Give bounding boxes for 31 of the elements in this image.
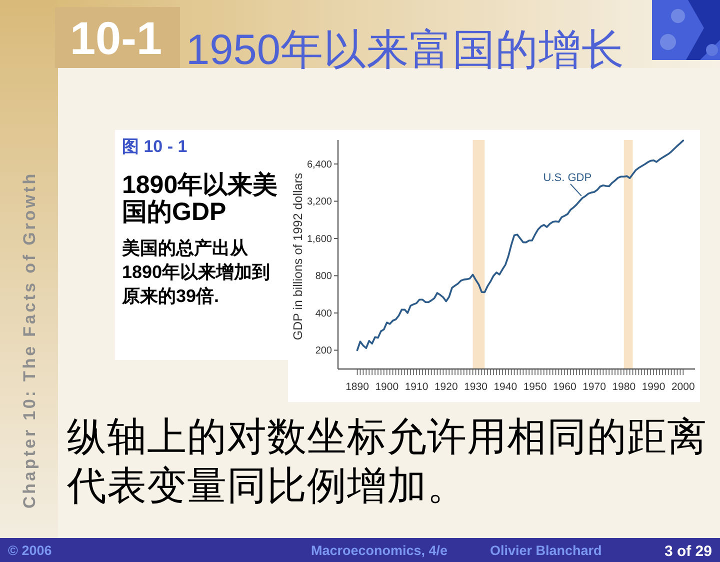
figure-label: 图 10 - 1 <box>122 137 188 157</box>
slide-text: 纵轴上的对数坐标允许用相同的距离代表变量同比例增加。 <box>67 414 708 510</box>
x-tick-label: 1970 <box>582 381 606 393</box>
x-tick-label: 1980 <box>612 381 636 393</box>
chart-subtitle: 美国的总产出从1890年以来增加到原来的39倍. <box>122 237 272 308</box>
y-tick-label: 400 <box>315 308 332 320</box>
footer-text: © 2006 <box>8 543 52 558</box>
y-tick-label: 6,400 <box>306 159 332 170</box>
y-tick-label: 200 <box>315 346 332 357</box>
y-tick-label: 1,600 <box>306 234 332 245</box>
x-tick-label: 1900 <box>375 381 399 393</box>
slide-title: 1950年以来富国的增长 <box>186 27 625 74</box>
x-tick-label: 1930 <box>464 381 488 393</box>
x-tick-label: 2000 <box>671 381 695 393</box>
chart-title: 1890年以来美国的GDP <box>122 172 279 226</box>
page-number: 3 of 29 <box>664 543 712 560</box>
chapter-label: Chapter 10: The Facts of Growth <box>20 172 39 508</box>
x-tick-label: 1890 <box>346 381 369 393</box>
x-tick-label: 1910 <box>404 381 428 393</box>
y-tick-label: 3,200 <box>306 196 332 208</box>
footer-text: Macroeconomics, 4/e <box>311 543 448 558</box>
x-tick-label: 1950 <box>523 381 547 393</box>
section-number: 10-1 <box>70 12 162 64</box>
x-tick-label: 1960 <box>552 381 576 393</box>
x-tick-label: 1920 <box>434 381 458 393</box>
x-tick-label: 1940 <box>494 381 518 393</box>
y-tick-label: 800 <box>315 271 332 282</box>
footer-text: Olivier Blanchard <box>490 543 602 558</box>
series-label: U.S. GDP <box>543 172 592 184</box>
x-tick-label: 1990 <box>642 381 666 393</box>
y-axis-title: GDP in billions of 1992 dollars <box>291 172 305 340</box>
